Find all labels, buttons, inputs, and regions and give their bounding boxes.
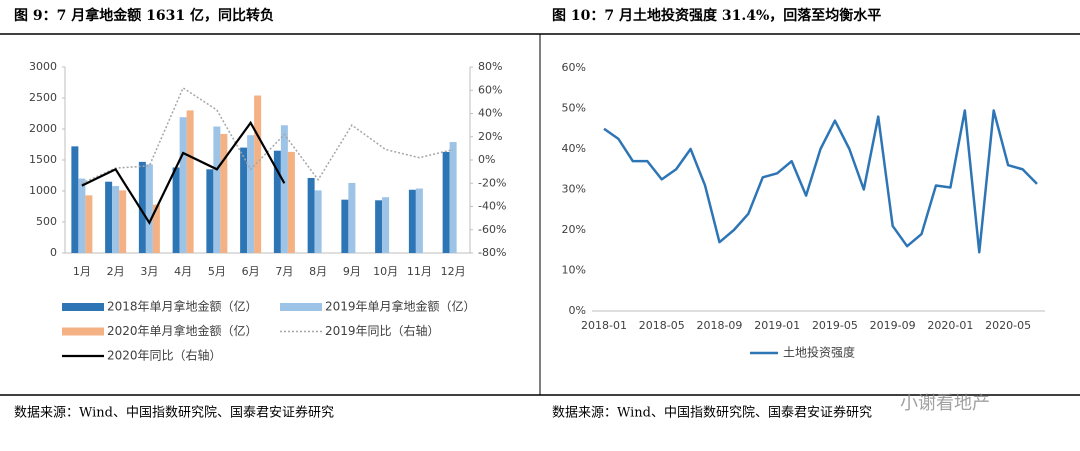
bar	[280, 125, 288, 253]
bar	[273, 150, 281, 253]
legend-swatch	[62, 327, 104, 336]
y2-tick-label: 80%	[478, 60, 502, 73]
x-tick-label: 2019-09	[870, 319, 916, 332]
y-tick-label: 2500	[29, 91, 57, 104]
y-tick-label: 0%	[569, 304, 586, 317]
bar	[254, 95, 262, 254]
y-tick-label: 0	[50, 246, 57, 259]
bar	[172, 167, 180, 253]
legend-label: 土地投资强度	[783, 345, 855, 360]
legend-swatch	[62, 303, 104, 311]
x-tick-label: 2020-01	[927, 319, 973, 332]
bar	[382, 197, 390, 253]
legend-label: 2020年单月拿地金额（亿）	[107, 323, 258, 338]
bar	[442, 151, 450, 253]
x-tick-label: 12月	[441, 265, 466, 278]
bar	[408, 189, 416, 253]
legend-label: 2019年同比（右轴）	[325, 323, 440, 338]
y2-tick-label: -80%	[478, 246, 506, 259]
x-tick-label: 2018-05	[639, 319, 685, 332]
chart-title: 图 9：7 月拿地金额 1631 亿，同比转负	[14, 7, 274, 24]
line	[603, 109, 1038, 254]
y2-tick-label: 60%	[478, 83, 502, 96]
x-tick-label: 7月	[275, 265, 293, 278]
bar	[78, 178, 86, 253]
bar	[138, 161, 146, 253]
bar	[85, 195, 93, 253]
y-tick-label: 50%	[562, 102, 586, 115]
y-tick-label: 60%	[562, 61, 586, 74]
y-tick-label: 1500	[29, 153, 57, 166]
bar	[375, 200, 383, 253]
x-tick-label: 2019-01	[754, 319, 800, 332]
x-tick-label: 2019-05	[812, 319, 858, 332]
bar	[206, 169, 214, 253]
watermark: 小谢看地产	[900, 393, 990, 414]
x-tick-label: 8月	[309, 265, 327, 278]
bar	[449, 142, 457, 253]
y2-tick-label: -20%	[478, 176, 506, 189]
source: 数据来源：Wind、中国指数研究院、国泰君安证券研究	[14, 405, 334, 421]
y-tick-label: 30%	[562, 183, 586, 196]
x-tick-label: 9月	[343, 265, 361, 278]
y2-tick-label: 40%	[478, 107, 502, 120]
legend-label: 2019年单月拿地金额（亿）	[325, 299, 476, 314]
x-tick-label: 6月	[242, 265, 260, 278]
chart-title: 图 10：7 月土地投资强度 31.4%，回落至均衡水平	[552, 7, 881, 24]
y2-tick-label: 20%	[478, 130, 502, 143]
bar	[105, 181, 113, 253]
bar	[71, 146, 79, 253]
x-tick-label: 11月	[407, 265, 432, 278]
x-tick-label: 2月	[107, 265, 125, 278]
x-tick-label: 4月	[174, 265, 192, 278]
legend-label: 2018年单月拿地金额（亿）	[107, 299, 258, 314]
y2-tick-label: 0%	[478, 153, 495, 166]
y2-tick-label: -60%	[478, 223, 506, 236]
x-tick-label: 1月	[73, 265, 91, 278]
bar	[186, 110, 194, 254]
bar	[341, 199, 349, 253]
y-tick-label: 500	[36, 215, 57, 228]
line	[81, 120, 286, 226]
bar	[307, 177, 315, 253]
line	[81, 86, 454, 184]
legend-swatch	[280, 303, 322, 311]
x-tick-label: 2018-09	[696, 319, 742, 332]
bar	[247, 135, 255, 253]
bar	[119, 190, 127, 253]
bar	[112, 186, 120, 253]
y-tick-label: 40%	[562, 142, 586, 155]
legend-label: 2020年同比（右轴）	[107, 348, 222, 363]
bar	[145, 164, 153, 253]
bar	[314, 190, 322, 253]
bar	[152, 204, 160, 253]
x-tick-label: 2020-05	[985, 319, 1031, 332]
x-tick-label: 10月	[373, 265, 398, 278]
y-tick-label: 10%	[562, 264, 586, 277]
bar	[220, 133, 228, 253]
bar	[240, 147, 248, 253]
y2-tick-label: -40%	[478, 200, 506, 213]
bar	[287, 151, 295, 253]
bar	[213, 126, 221, 253]
bar	[348, 182, 356, 253]
bar	[415, 188, 423, 253]
bar	[179, 117, 187, 253]
y-tick-label: 1000	[29, 184, 57, 197]
x-tick-label: 2018-01	[581, 319, 627, 332]
x-tick-label: 5月	[208, 265, 226, 278]
y-tick-label: 20%	[562, 223, 586, 236]
source: 数据来源：Wind、中国指数研究院、国泰君安证券研究	[552, 405, 872, 421]
y-tick-label: 2000	[29, 122, 57, 135]
x-tick-label: 3月	[140, 265, 158, 278]
y-tick-label: 3000	[29, 60, 57, 73]
